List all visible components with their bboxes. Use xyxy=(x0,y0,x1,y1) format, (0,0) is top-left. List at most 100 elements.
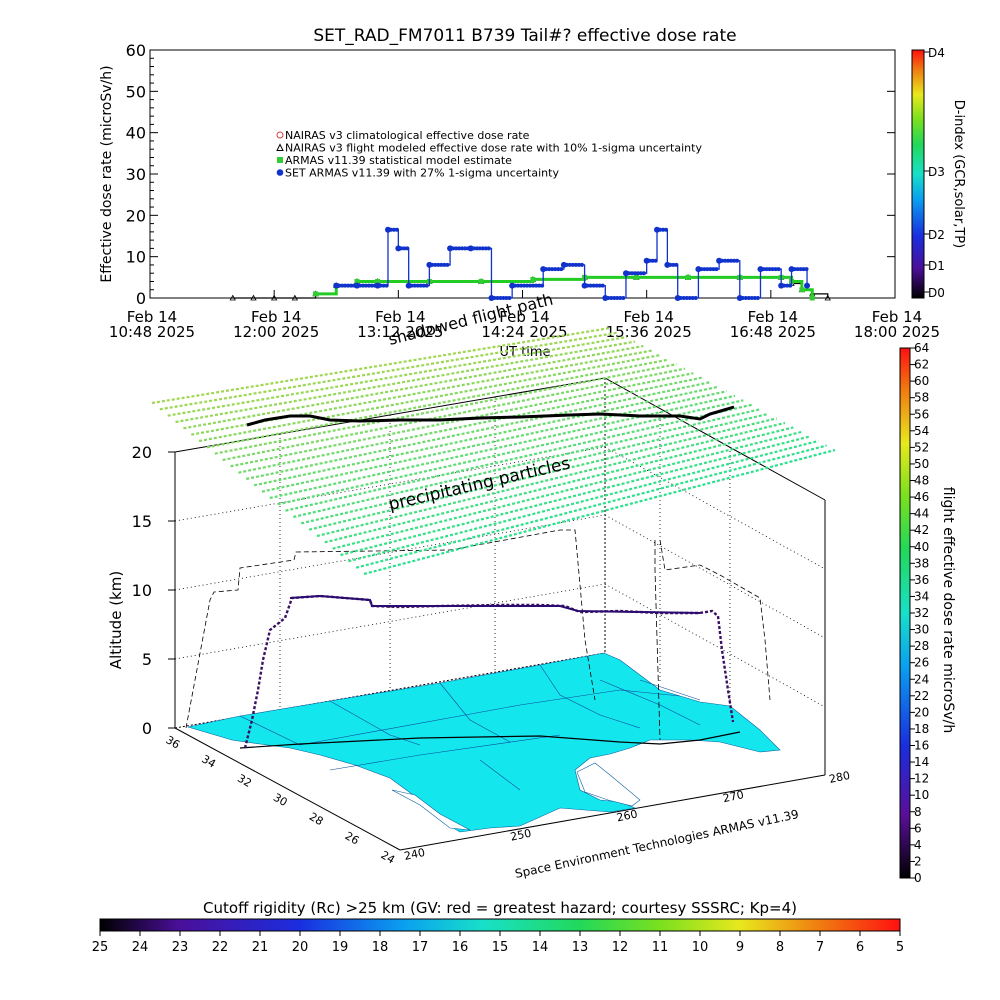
rc-tick-label: 16 xyxy=(452,940,469,955)
set-armas-trail-point xyxy=(531,283,536,288)
set-armas-trail-point xyxy=(525,283,530,288)
precipitating-particles-sheet xyxy=(151,326,836,576)
set-armas-trail-point xyxy=(767,267,772,272)
dose-rate-colorbar-label: flight effective dose rate microSv/h xyxy=(940,487,956,733)
set-armas-trail-point xyxy=(495,296,500,300)
precip-line xyxy=(269,394,736,500)
set-armas-trail-point xyxy=(439,262,444,267)
dose-tick-label: 36 xyxy=(914,573,929,587)
longitude-tick-label: 250 xyxy=(509,827,532,844)
set-armas-trail-point xyxy=(678,296,683,300)
precip-line xyxy=(261,390,727,493)
dose-tick-label: 46 xyxy=(914,490,929,504)
legend-label: NAIRAS v3 flight modeled effective dose … xyxy=(285,142,702,155)
legend-label: ARMAS v11.39 statistical model estimate xyxy=(285,154,512,167)
precip-line xyxy=(363,448,836,576)
x-tick-label-line2: 14:24 2025 xyxy=(481,323,567,341)
set-armas-trail-point xyxy=(528,283,533,288)
set-armas-trail-point xyxy=(388,227,393,232)
top-series-group xyxy=(229,226,831,301)
rc-tick-label: 25 xyxy=(92,940,109,955)
set-armas-trail-point xyxy=(606,296,611,300)
credit-label: Space Environment Technologies ARMAS v11… xyxy=(514,807,800,881)
y-tick-label: 0 xyxy=(136,289,146,308)
dose-rate-colorbar-ticks: 0246810121416182022242628303234363840424… xyxy=(910,341,929,885)
set-armas-trail-point xyxy=(516,283,521,288)
precip-line xyxy=(159,331,619,411)
rc-tick-label: 15 xyxy=(492,940,509,955)
dose-rate-colorbar xyxy=(899,347,911,879)
set-armas-trail-point xyxy=(547,267,552,272)
dose-tick-label: 60 xyxy=(914,374,929,388)
nairas-flight-point xyxy=(824,294,831,301)
top-legend: NAIRAS v3 climatological effective dose … xyxy=(276,129,702,180)
d-index-tick-label: D4 xyxy=(928,46,945,60)
rc-tick-label: 5 xyxy=(896,940,904,955)
set-armas-trail-point xyxy=(457,246,462,251)
set-armas-trail-point xyxy=(375,283,380,288)
latitude-tick-label: 24 xyxy=(379,848,398,866)
precip-line xyxy=(198,354,661,443)
set-armas-trail-point xyxy=(661,227,666,232)
set-armas-trail-point xyxy=(553,267,558,272)
set-armas-trail-point xyxy=(743,296,748,300)
set-armas-trail-point xyxy=(600,283,605,288)
set-armas-trail-point xyxy=(343,283,348,288)
armas-model-point xyxy=(313,291,319,297)
armas-model-point xyxy=(478,278,484,284)
set-armas-trail-point xyxy=(498,296,503,300)
rc-tick-label: 8 xyxy=(776,940,784,955)
set-armas-trail-point xyxy=(674,262,679,267)
longitude-tick-label: 260 xyxy=(615,807,638,824)
set-armas-trail-point xyxy=(534,283,539,288)
set-armas-trail-point xyxy=(758,267,763,272)
rc-tick-label: 19 xyxy=(332,940,349,955)
set-armas-trail-point xyxy=(556,267,561,272)
map-water xyxy=(576,762,641,807)
set-armas-trail-point xyxy=(510,283,515,288)
set-armas-trail-point xyxy=(653,258,658,263)
set-armas-trail-point xyxy=(702,267,707,272)
ground-track xyxy=(239,731,741,749)
longitude-tick-label: 240 xyxy=(403,846,426,863)
precip-line xyxy=(277,399,744,506)
d-index-ticks: D4 D3 D2 D1 D0 xyxy=(924,46,945,300)
altitude-axis-label: Altitude (km) xyxy=(107,571,125,669)
top-chart-title: SET_RAD_FM7011 B739 Tail#? effective dos… xyxy=(313,26,736,46)
set-armas-trail-point xyxy=(717,258,722,263)
shadowed-flight-path xyxy=(246,405,735,427)
dose-tick-label: 40 xyxy=(914,540,929,554)
set-armas-trail-point xyxy=(454,246,459,251)
set-armas-point xyxy=(804,282,811,289)
set-armas-trail-point xyxy=(626,271,631,276)
set-armas-trail-point xyxy=(381,283,386,288)
set-armas-trail-point xyxy=(334,283,339,288)
set-armas-trail-point xyxy=(445,262,450,267)
set-armas-trail-point xyxy=(785,283,790,288)
flight-path-3d xyxy=(243,594,735,749)
precip-line xyxy=(348,439,819,563)
dose-tick-label: 48 xyxy=(914,474,929,488)
precip-line xyxy=(167,335,627,417)
set-armas-trail-point xyxy=(632,271,637,276)
set-armas-trail-point xyxy=(501,296,506,300)
set-armas-trail-point xyxy=(442,262,447,267)
set-armas-trail-point xyxy=(687,296,692,300)
set-armas-trail-point xyxy=(779,283,784,288)
set-armas-trail-point xyxy=(448,246,453,251)
x-tick-label-line2: 18:00 2025 xyxy=(854,323,940,341)
y-tick-label: 60 xyxy=(126,41,146,60)
set-armas-trail-point xyxy=(746,296,751,300)
set-armas-trail-point xyxy=(474,246,479,251)
dose-tick-label: 44 xyxy=(914,507,929,521)
set-armas-trail-point xyxy=(540,283,545,288)
rc-colorbar xyxy=(99,918,901,932)
top-y-axis-label: Effective dose rate (microSv/h) xyxy=(99,65,115,282)
set-armas-trail-point xyxy=(340,283,345,288)
set-armas-trail-point xyxy=(690,296,695,300)
d-index-tick-label: D0 xyxy=(928,286,945,300)
legend-label: NAIRAS v3 climatological effective dose … xyxy=(285,129,530,142)
set-armas-trail-point xyxy=(579,262,584,267)
y-tick-label: 50 xyxy=(126,82,146,101)
set-armas-trail-point xyxy=(576,262,581,267)
